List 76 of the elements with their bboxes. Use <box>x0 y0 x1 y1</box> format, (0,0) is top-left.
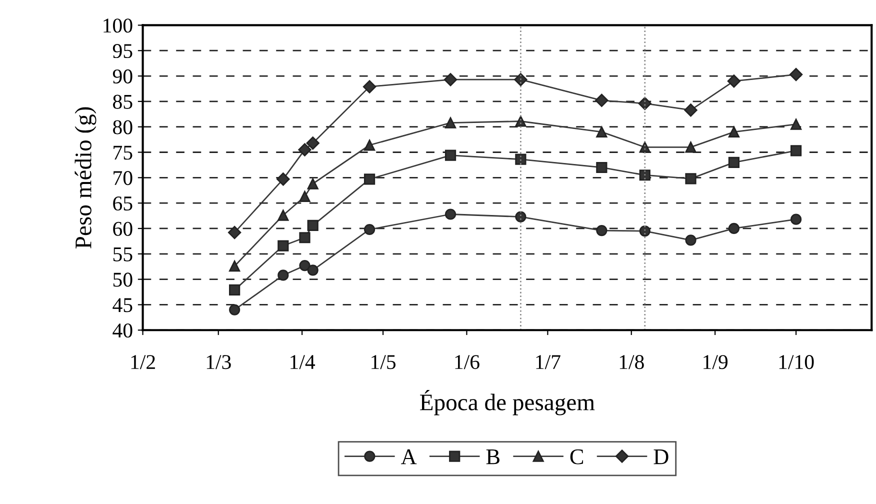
point <box>684 103 698 117</box>
point <box>596 162 608 174</box>
y-tick-label: 45 <box>112 298 132 312</box>
point <box>278 240 289 252</box>
legend-label: B <box>486 450 500 464</box>
point <box>276 172 290 186</box>
point <box>685 173 696 184</box>
x-tick-label: 1/7 <box>536 355 560 370</box>
point <box>515 154 526 165</box>
point <box>639 225 650 237</box>
point <box>362 80 376 94</box>
y-tick-label: 90 <box>112 69 132 84</box>
x-axis-title: Época de pesagem <box>420 390 595 416</box>
y-tick-label: 55 <box>113 247 132 262</box>
point <box>278 210 289 221</box>
y-tick-label: 80 <box>113 120 132 134</box>
legend-label: D <box>654 450 668 464</box>
point <box>515 211 526 222</box>
point <box>306 136 320 150</box>
point <box>790 145 802 156</box>
y-tick-label: 85 <box>113 94 132 109</box>
point <box>444 150 456 161</box>
y-tick-label: 60 <box>113 222 132 236</box>
point <box>444 72 458 86</box>
point <box>229 260 240 272</box>
point <box>685 142 696 153</box>
y-tick-label: 95 <box>112 44 132 58</box>
point <box>364 224 376 236</box>
point <box>229 304 240 316</box>
point <box>298 143 312 156</box>
y-tick-label: 50 <box>113 272 132 287</box>
point <box>229 284 240 296</box>
point <box>727 74 741 88</box>
point <box>444 208 456 220</box>
x-tick-label: 1/10 <box>779 355 814 370</box>
point <box>789 68 803 82</box>
point <box>728 126 740 138</box>
x-tick-label: 1/5 <box>372 355 396 370</box>
point <box>278 270 289 281</box>
point <box>638 96 652 110</box>
point <box>364 140 376 151</box>
y-tick-label: 70 <box>114 171 132 186</box>
point <box>790 214 802 225</box>
point <box>790 118 802 130</box>
point <box>514 72 528 86</box>
y-axis-title: Peso médio (g) <box>74 107 96 248</box>
point <box>595 94 608 107</box>
point <box>444 117 456 128</box>
point <box>307 220 318 231</box>
y-tick-label: 40 <box>112 323 132 338</box>
x-tick-label: 1/4 <box>290 355 316 370</box>
point <box>515 116 526 127</box>
y-tick-label: 100 <box>104 18 132 33</box>
point <box>299 260 310 272</box>
point <box>728 222 740 234</box>
x-tick-label: 1/8 <box>620 355 644 370</box>
point <box>299 190 310 202</box>
legend-label: C <box>570 449 584 464</box>
point <box>596 126 608 138</box>
x-tick-label: 1/6 <box>455 355 480 370</box>
x-tick-label: 1/9 <box>704 355 728 370</box>
point <box>364 174 376 185</box>
point <box>596 224 608 236</box>
point <box>639 142 650 153</box>
point <box>685 234 696 246</box>
x-tick-label: 1/2 <box>131 355 155 370</box>
legend-label: A <box>400 449 417 464</box>
point <box>228 226 242 240</box>
y-tick-label: 65 <box>113 196 132 211</box>
point <box>728 156 740 168</box>
y-tick-label: 75 <box>114 146 132 160</box>
x-tick-label: 1/3 <box>206 355 231 370</box>
point <box>639 170 650 181</box>
point <box>299 232 310 244</box>
point <box>307 264 318 276</box>
point <box>307 178 318 190</box>
